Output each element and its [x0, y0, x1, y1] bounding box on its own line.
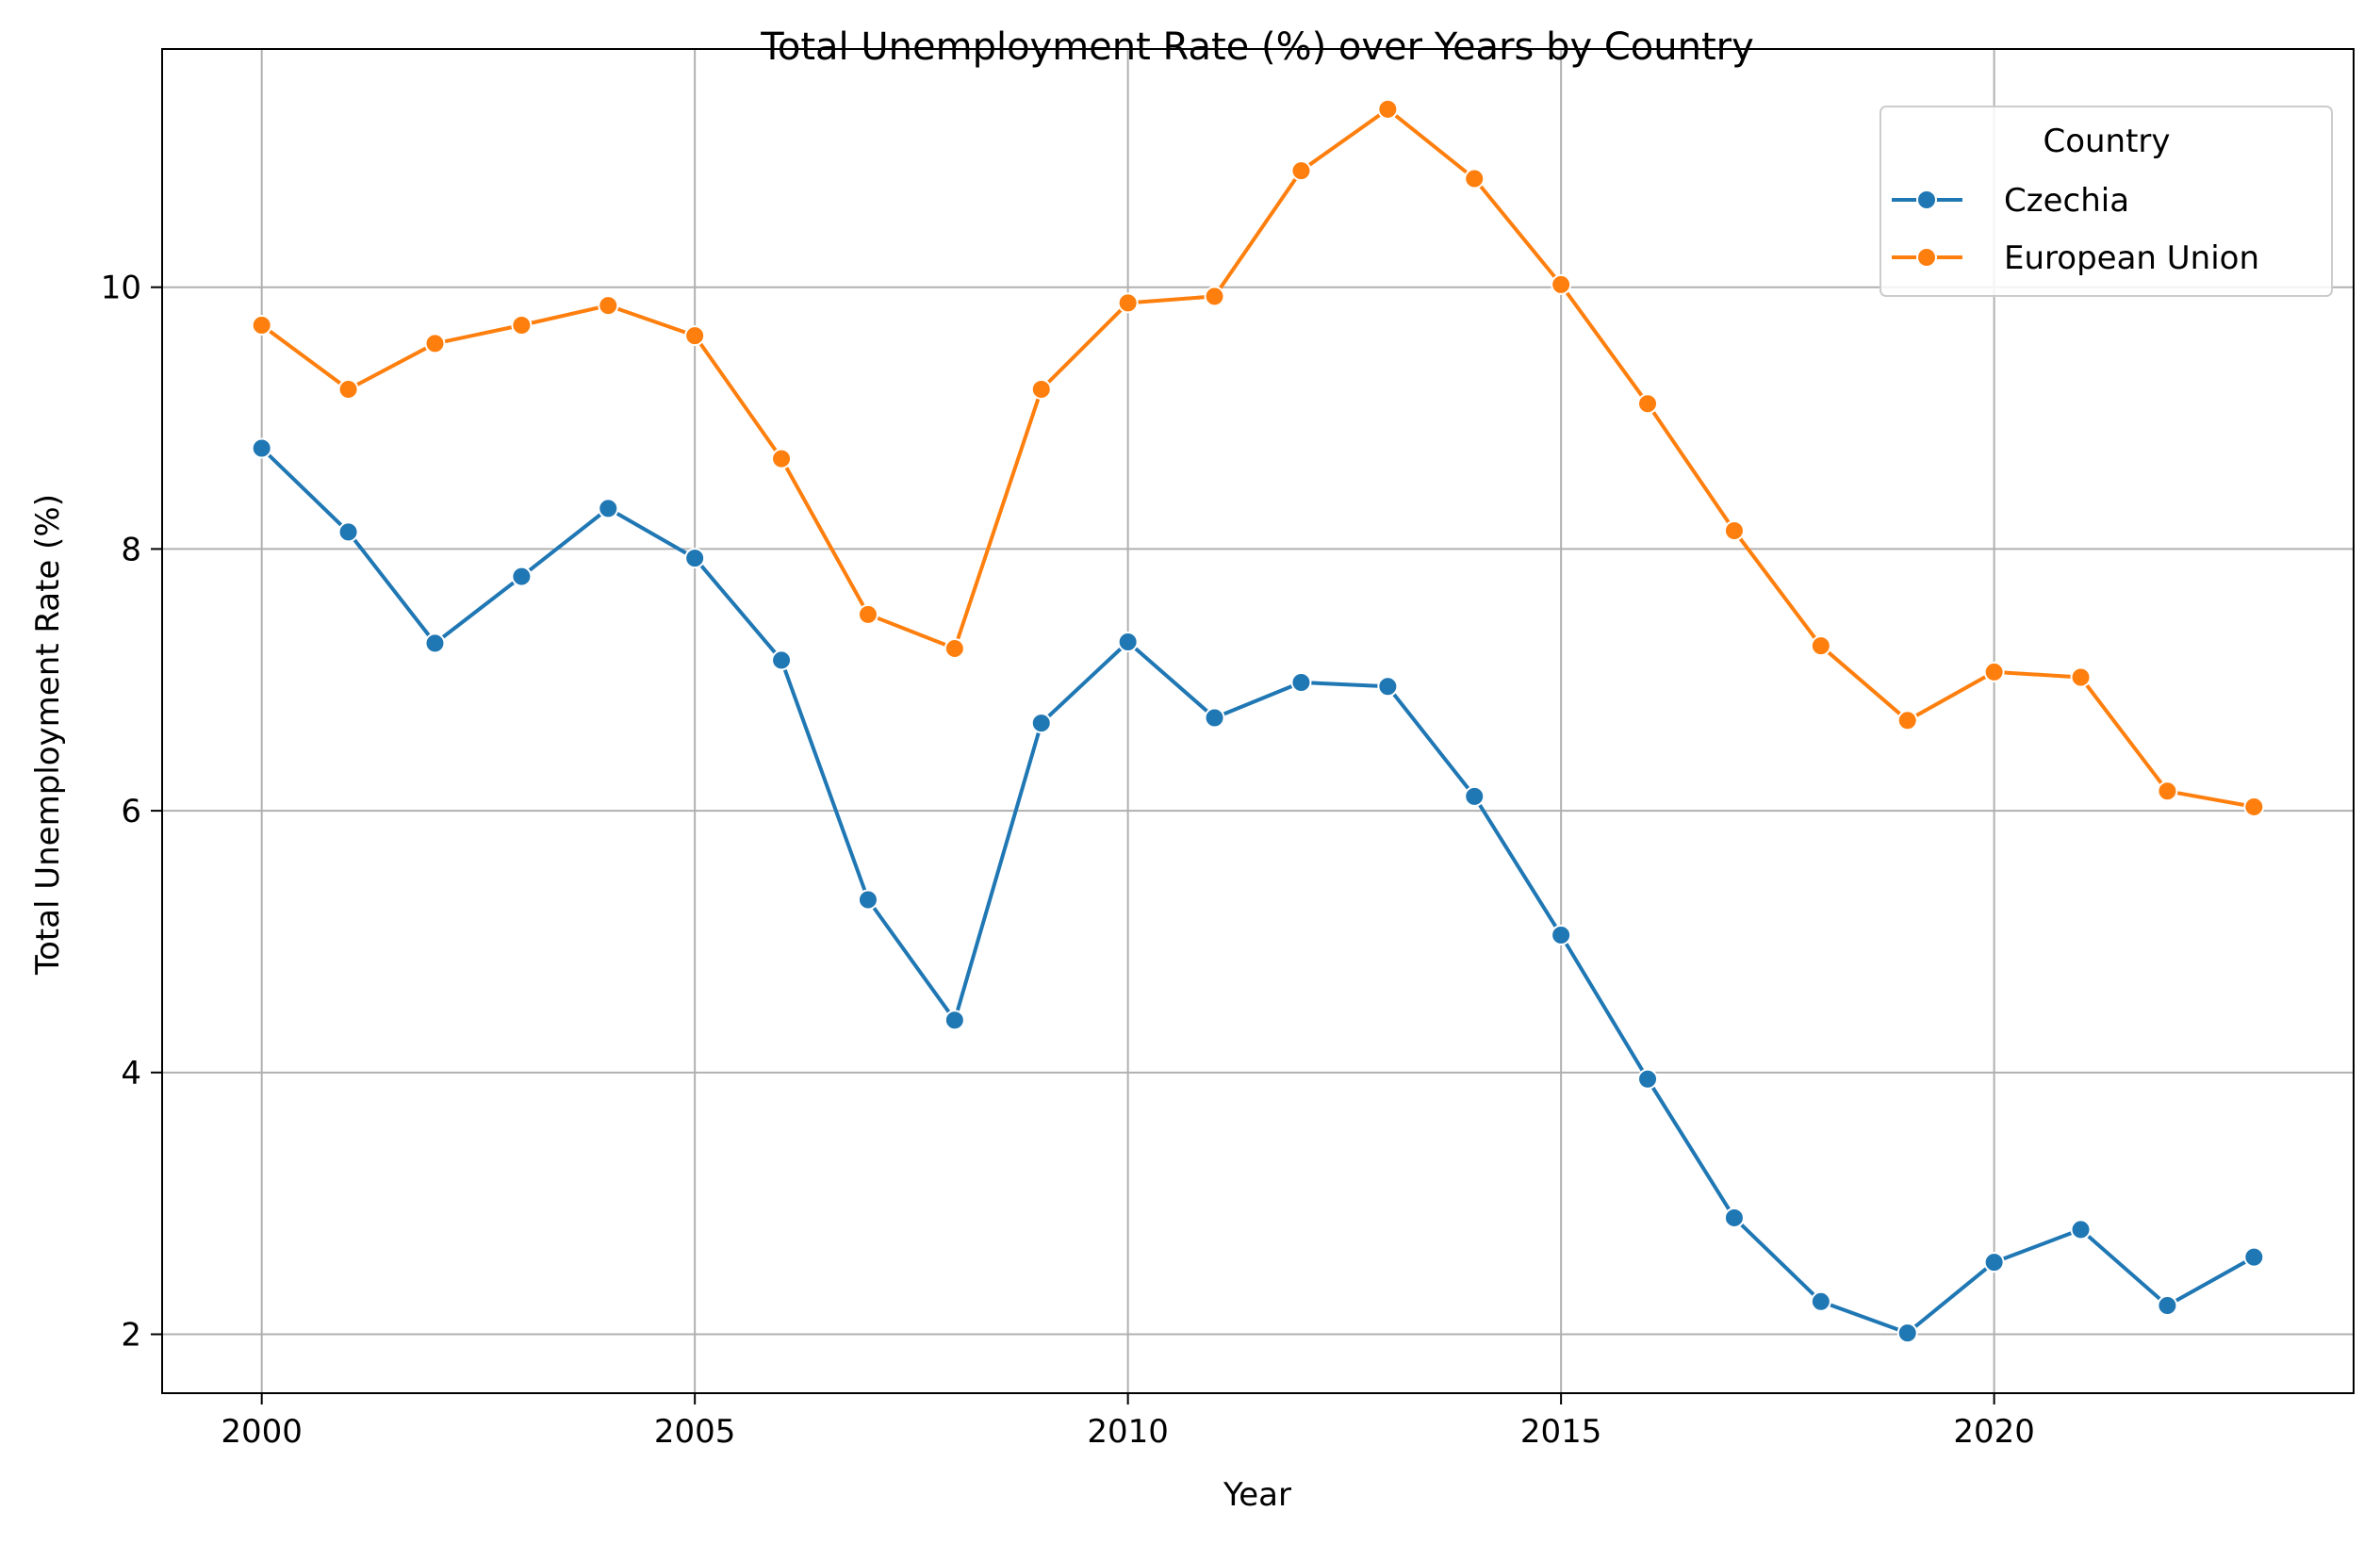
legend-box: [1879, 106, 2333, 297]
data-point-czechia: [511, 566, 533, 587]
x-tick-label: 2000: [221, 1413, 303, 1451]
y-axis-label: Total Unemployment Rate (%): [29, 494, 67, 976]
data-point-czechia: [857, 889, 878, 911]
data-point-czechia: [1464, 785, 1485, 807]
data-point-czechia: [251, 437, 272, 459]
series-line-czechia: [260, 447, 2256, 1336]
data-point-european-union: [1551, 273, 1572, 295]
data-point-european-union: [857, 603, 878, 625]
data-point-czechia: [598, 498, 619, 519]
data-point-european-union: [424, 333, 446, 354]
data-point-czechia: [424, 632, 446, 654]
data-point-european-union: [1377, 98, 1399, 120]
data-point-czechia: [1377, 676, 1399, 698]
data-point-european-union: [1290, 160, 1312, 182]
data-point-czechia: [1204, 707, 1225, 729]
data-point-european-union: [1810, 635, 1831, 657]
y-tick-label: 8: [121, 531, 141, 568]
data-point-czechia: [944, 1010, 965, 1031]
data-point-czechia: [1810, 1290, 1831, 1312]
data-point-czechia: [1030, 713, 1052, 734]
data-point-european-union: [684, 325, 706, 347]
data-point-european-union: [1896, 710, 1918, 731]
data-point-european-union: [771, 448, 793, 469]
legend-items: Czechia European Union: [1892, 182, 2259, 277]
data-point-czechia: [684, 548, 706, 569]
data-point-czechia: [1723, 1207, 1745, 1228]
data-point-european-union: [1117, 292, 1139, 314]
data-point-european-union: [337, 379, 359, 401]
data-point-czechia: [1117, 631, 1139, 652]
data-point-european-union: [1723, 519, 1745, 541]
series-european-union: [251, 98, 2265, 817]
y-tick-label: 6: [121, 793, 141, 830]
x-tick-label: 2010: [1087, 1413, 1169, 1451]
x-tick-label: 2015: [1520, 1413, 1602, 1451]
x-axis-label: Year: [1223, 1476, 1291, 1514]
data-point-european-union: [944, 637, 965, 659]
chart-title: Total Unemployment Rate (%) over Years b…: [760, 25, 1754, 69]
legend-marker: [1916, 189, 1937, 210]
data-point-czechia: [1896, 1322, 1918, 1344]
data-point-european-union: [1464, 168, 1485, 189]
data-point-european-union: [2157, 780, 2178, 802]
data-point-czechia: [2157, 1294, 2178, 1316]
legend-title: Country: [2043, 123, 2170, 160]
plot-frame: [161, 48, 2355, 1394]
data-point-european-union: [598, 295, 619, 317]
data-point-czechia: [771, 649, 793, 671]
data-point-european-union: [251, 314, 272, 336]
data-point-czechia: [1983, 1252, 2005, 1273]
legend-marker: [1916, 247, 1937, 268]
legend-entry-european-union: European Union: [1892, 239, 2259, 277]
data-point-czechia: [2070, 1219, 2092, 1240]
series-layer: [251, 98, 2265, 1344]
data-point-czechia: [1290, 672, 1312, 694]
data-point-european-union: [1983, 661, 2005, 682]
data-point-european-union: [2070, 666, 2092, 688]
legend-label: European Union: [2004, 239, 2259, 277]
data-point-european-union: [1204, 286, 1225, 307]
data-point-czechia: [1637, 1068, 1659, 1090]
axis-ticks: 2000 2005 2010 2015 2020 2 4 6 8 10: [101, 270, 2035, 1451]
y-tick-label: 4: [121, 1055, 141, 1092]
legend: Country Czechia European Union: [1879, 106, 2333, 297]
y-tick-label: 10: [101, 270, 141, 307]
data-point-european-union: [1637, 393, 1659, 415]
data-point-european-union: [2243, 796, 2265, 817]
data-point-czechia: [2243, 1246, 2265, 1268]
x-tick-label: 2020: [1953, 1413, 2035, 1451]
x-tick-label: 2005: [654, 1413, 736, 1451]
data-point-czechia: [1551, 925, 1572, 946]
data-point-european-union: [1030, 379, 1052, 401]
legend-label: Czechia: [2004, 182, 2129, 220]
series-line-european-union: [260, 107, 2255, 809]
y-tick-label: 2: [121, 1317, 141, 1355]
data-point-czechia: [337, 521, 359, 543]
legend-entry-czechia: Czechia: [1892, 182, 2129, 220]
series-czechia: [251, 437, 2265, 1344]
data-point-european-union: [511, 314, 533, 336]
